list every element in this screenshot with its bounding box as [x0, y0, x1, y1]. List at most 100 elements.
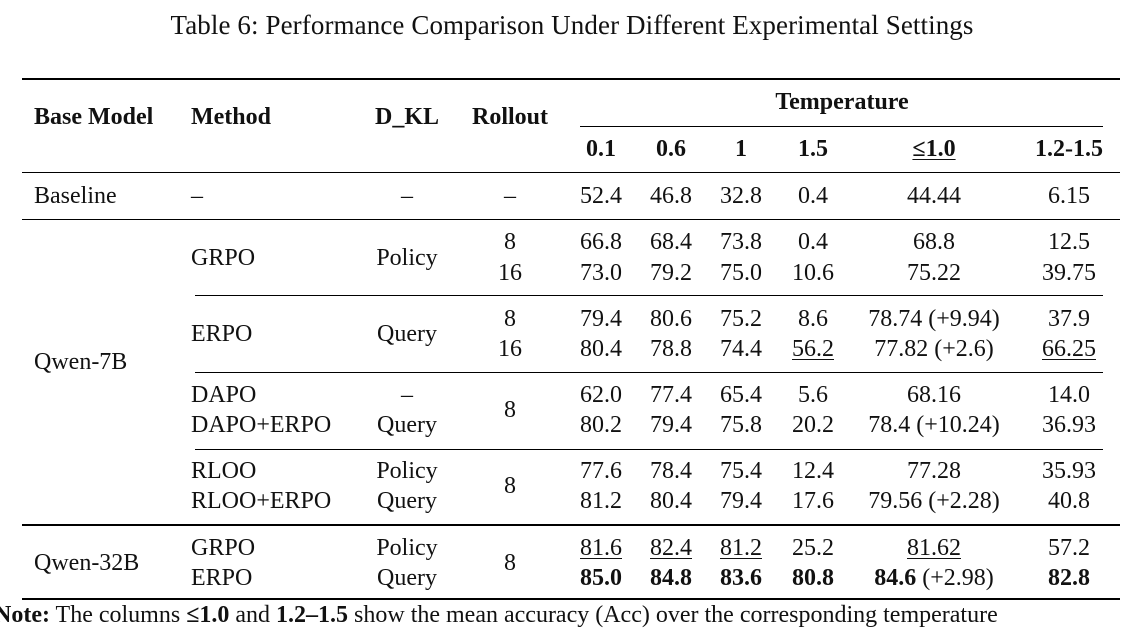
header-temp-le-1: ≤1.0	[912, 136, 956, 162]
qwen7b-grpo-rule	[195, 295, 1103, 296]
value-cell: 75.2	[720, 306, 762, 332]
header-dkl: D_KL	[374, 104, 440, 130]
value-cell: 0.4	[798, 229, 828, 255]
header-rollout: Rollout	[471, 104, 549, 130]
value-cell: 32.8	[720, 183, 762, 209]
value-cell: 80.6	[650, 306, 692, 332]
method-cell: ERPO	[191, 565, 253, 591]
value-cell: 10.6	[792, 260, 834, 286]
value-cell: 8.6	[798, 306, 828, 332]
value-cell: 81.62	[907, 535, 961, 561]
value-cell: 80.4	[650, 488, 692, 514]
value-cell: 77.82 (+2.6)	[874, 336, 994, 362]
method-cell: GRPO	[191, 535, 256, 561]
dkl-cell: –	[401, 183, 413, 209]
value-cell: 20.2	[792, 412, 834, 438]
header-temp-0-6: 0.6	[656, 136, 686, 162]
header-temperature: Temperature	[775, 89, 909, 115]
value-bold: 84.6	[874, 565, 917, 591]
value-cell: 79.56 (+2.28)	[868, 488, 1000, 514]
value-cell: 40.8	[1048, 488, 1090, 514]
value-cell: 79.4	[650, 412, 692, 438]
table-caption: Table 6: Performance Comparison Under Di…	[170, 10, 974, 40]
top-rule	[22, 78, 1120, 80]
value-cell: 57.2	[1048, 535, 1090, 561]
value-cell: 78.4 (+10.24)	[868, 412, 1000, 438]
value-cell: 78.74 (+9.94)	[868, 306, 1000, 332]
value-cell: 82.8	[1048, 565, 1090, 591]
header-rule	[22, 172, 1120, 173]
value-cell: 75.8	[720, 412, 762, 438]
value-delta: (+2.98)	[916, 565, 994, 591]
method-cell: DAPO	[191, 382, 257, 408]
table-note: Note: The columns ≤1.0 and 1.2–1.5 show …	[0, 600, 998, 630]
value-cell: 84.8	[650, 565, 692, 591]
base-model-qwen-7b: Qwen-7B	[34, 349, 128, 375]
note-label: Note:	[0, 602, 50, 628]
qwen7b-bottom-rule	[22, 524, 1120, 526]
qwen7b-erpo-rule	[195, 372, 1103, 373]
value-cell: 81.2	[580, 488, 622, 514]
rollout-cell: 16	[498, 336, 522, 362]
value-cell: 62.0	[580, 382, 622, 408]
value-cell: 78.4	[650, 458, 692, 484]
value-cell: 80.2	[580, 412, 622, 438]
method-cell: RLOO	[191, 458, 257, 484]
header-temp-1: 1	[735, 136, 747, 162]
baseline-rule	[22, 219, 1120, 220]
method-cell: DAPO+ERPO	[191, 412, 332, 438]
rollout-cell: 8	[504, 306, 516, 332]
qwen7b-dapo-rule	[195, 449, 1103, 450]
method-cell: –	[191, 183, 203, 209]
dkl-cell: Query	[377, 565, 437, 591]
value-cell: 77.4	[650, 382, 692, 408]
value-cell: 12.5	[1048, 229, 1090, 255]
value-cell: 66.25	[1042, 336, 1096, 362]
note-text: show the mean accuracy (Acc) over the co…	[348, 602, 998, 628]
value-cell: 75.4	[720, 458, 762, 484]
rollout-cell: 8	[504, 550, 516, 576]
value-cell: 14.0	[1048, 382, 1090, 408]
value-cell: 75.22	[907, 260, 961, 286]
value-cell: 85.0	[580, 565, 622, 591]
note-col-2: 1.2–1.5	[276, 602, 349, 628]
header-temp-0-1: 0.1	[586, 136, 616, 162]
dkl-cell: Policy	[376, 535, 438, 561]
header-base-model: Base Model	[34, 104, 154, 130]
method-cell: GRPO	[191, 245, 256, 271]
value-cell: 80.8	[792, 565, 834, 591]
value-cell: 84.6 (+2.98)	[874, 563, 994, 593]
dkl-cell: Query	[377, 321, 437, 347]
value-cell: 12.4	[792, 458, 834, 484]
rollout-cell: 8	[504, 397, 516, 423]
dkl-cell: –	[401, 382, 413, 408]
value-cell: 44.44	[907, 183, 961, 209]
header-method: Method	[191, 104, 271, 130]
value-cell: 79.4	[720, 488, 762, 514]
value-cell: 80.4	[580, 336, 622, 362]
value-cell: 66.8	[580, 229, 622, 255]
value-cell: 56.2	[792, 336, 834, 362]
value-cell: 46.8	[650, 183, 692, 209]
value-cell: 73.8	[720, 229, 762, 255]
note-col-1: ≤1.0	[186, 602, 230, 628]
value-cell: 68.16	[907, 382, 961, 408]
dkl-cell: Query	[377, 412, 437, 438]
value-cell: 5.6	[798, 382, 828, 408]
value-cell: 81.2	[720, 535, 762, 561]
value-cell: 36.93	[1042, 412, 1096, 438]
value-cell: 75.0	[720, 260, 762, 286]
dkl-cell: Policy	[376, 245, 438, 271]
value-cell: 52.4	[580, 183, 622, 209]
value-cell: 68.4	[650, 229, 692, 255]
value-cell: 0.4	[798, 183, 828, 209]
rollout-cell: 16	[498, 260, 522, 286]
note-text: and	[229, 602, 277, 628]
dkl-cell: Policy	[376, 458, 438, 484]
value-cell: 6.15	[1048, 183, 1090, 209]
base-model-cell: Baseline	[34, 183, 117, 209]
method-cell: RLOO+ERPO	[191, 488, 332, 514]
header-temp-1-5: 1.5	[798, 136, 828, 162]
value-cell: 81.6	[580, 535, 622, 561]
value-cell: 25.2	[792, 535, 834, 561]
